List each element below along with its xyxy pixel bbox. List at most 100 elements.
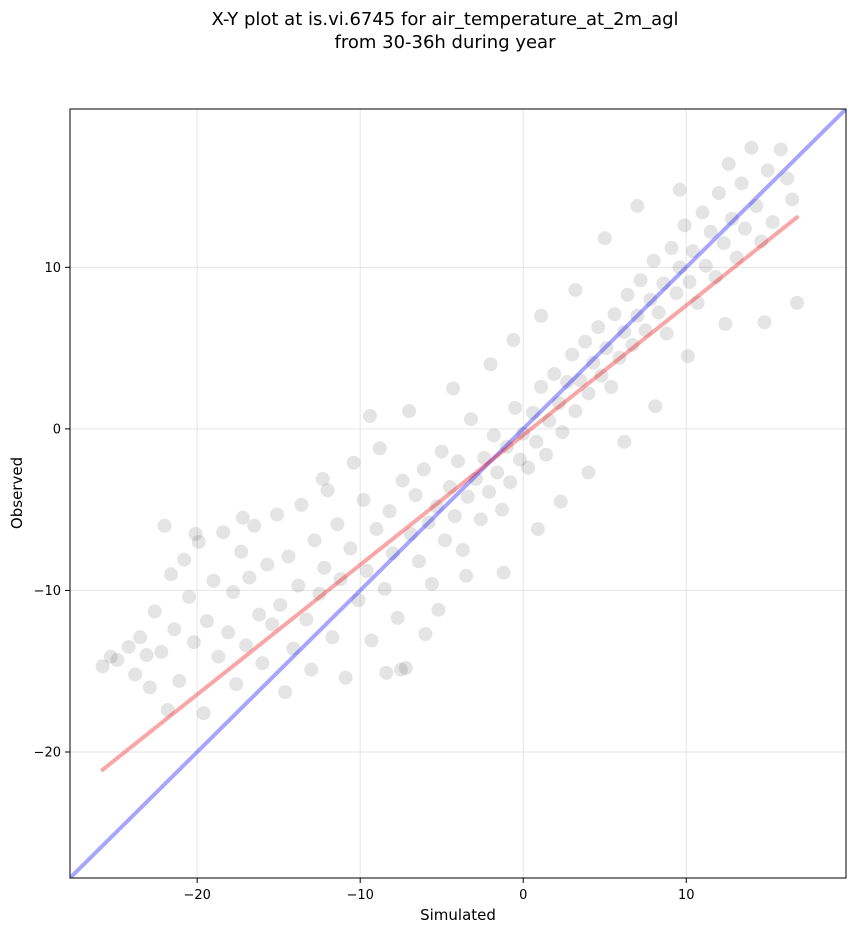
scatter-point (234, 544, 249, 559)
scatter-point (573, 373, 588, 388)
scatter-point (521, 460, 536, 475)
scatter-point (680, 349, 695, 364)
scatter-point (408, 488, 423, 503)
scatter-point (446, 381, 461, 396)
scatter-point (503, 475, 518, 490)
scatter-point (167, 622, 182, 637)
scatter-point (255, 656, 270, 671)
scatter-point (395, 473, 410, 488)
scatter-point (333, 572, 348, 587)
scatter-point (133, 630, 148, 645)
scatter-point (555, 425, 570, 440)
scatter-point (95, 659, 110, 674)
scatter-point (581, 465, 596, 480)
scatter-point (379, 665, 394, 680)
scatter-point (734, 176, 749, 191)
scatter-point (729, 250, 744, 265)
scatter-point (278, 685, 293, 700)
scatter-point (539, 447, 554, 462)
scatter-point (682, 274, 697, 289)
scatter-point (142, 680, 157, 695)
scatter-point (690, 295, 705, 310)
scatter-point (242, 570, 257, 585)
scatter-point (206, 573, 221, 588)
scatter-point (121, 639, 136, 654)
scatter-point (620, 287, 635, 302)
scatter-point (565, 347, 580, 362)
scatter-point (252, 607, 267, 622)
scatter-point (612, 350, 627, 365)
scatter-point (182, 589, 197, 604)
scatter-point (525, 405, 540, 420)
scatter-point (672, 260, 687, 275)
scatter-point (265, 617, 280, 632)
scatter-point (196, 706, 211, 721)
scatter-point (147, 604, 162, 619)
scatter-point (737, 221, 752, 236)
scatter-point (403, 526, 418, 541)
scatter-point (455, 543, 470, 558)
scatter-point (473, 512, 488, 527)
scatter-point (604, 379, 619, 394)
scatter-point (221, 625, 236, 640)
scatter-point (659, 326, 674, 341)
scatter-point (496, 565, 511, 580)
y-tick-label: 0 (53, 422, 61, 437)
scatter-point (364, 633, 379, 648)
scatter-point (304, 662, 319, 677)
scatter-point (760, 163, 775, 178)
y-tick-label: −20 (34, 745, 61, 760)
scatter-point (346, 455, 361, 470)
reference-lines (70, 109, 846, 878)
scatter-point (780, 171, 795, 186)
scatter-point (320, 483, 335, 498)
scatter-point (325, 630, 340, 645)
scatter-point (607, 307, 622, 322)
scatter-point (481, 484, 496, 499)
scatter-point (468, 471, 483, 486)
scatter-point (286, 641, 301, 656)
scatter-point (382, 504, 397, 519)
scatter-point (177, 552, 192, 567)
scatter-point (516, 426, 531, 441)
scatter-point (633, 273, 648, 288)
chart-subtitle: from 30-36h during year (335, 32, 557, 53)
scatter-point (560, 375, 575, 390)
scatter-point (724, 211, 739, 226)
scatter-point (359, 564, 374, 579)
scatter-point (402, 404, 417, 419)
scatter-point (464, 412, 479, 427)
scatter-point (721, 156, 736, 171)
scatter-point (451, 454, 465, 469)
x-tick-label: −20 (183, 888, 210, 903)
scatter-point (424, 576, 439, 591)
scatter-points (95, 140, 805, 721)
scatter-point (418, 627, 433, 642)
scatter-point (698, 258, 713, 273)
scatter-point (157, 518, 172, 533)
grid-lines (70, 109, 846, 878)
scatter-point (421, 515, 436, 530)
y-tick-label: 10 (44, 261, 61, 276)
scatter-point (260, 557, 275, 572)
scatter-point (139, 648, 154, 663)
x-tick-label: 0 (519, 888, 527, 903)
scatter-point (530, 522, 545, 537)
scatter-point (703, 224, 718, 239)
scatter-point (677, 218, 692, 233)
scatter-point (534, 308, 549, 323)
scatter-point (685, 244, 700, 259)
scatter-point (211, 649, 226, 664)
scatter-point (398, 660, 413, 675)
scatter-point (299, 612, 314, 627)
scatter-point (708, 270, 723, 285)
scatter-point (568, 404, 583, 419)
scatter-point (110, 652, 125, 667)
scatter-point (508, 400, 523, 415)
scatter-point (164, 567, 179, 582)
y-axis-label: Observed (8, 457, 26, 529)
scatter-point (534, 379, 549, 394)
scatter-point (552, 396, 567, 411)
scatter-point (542, 413, 557, 428)
scatter-point (191, 534, 206, 549)
